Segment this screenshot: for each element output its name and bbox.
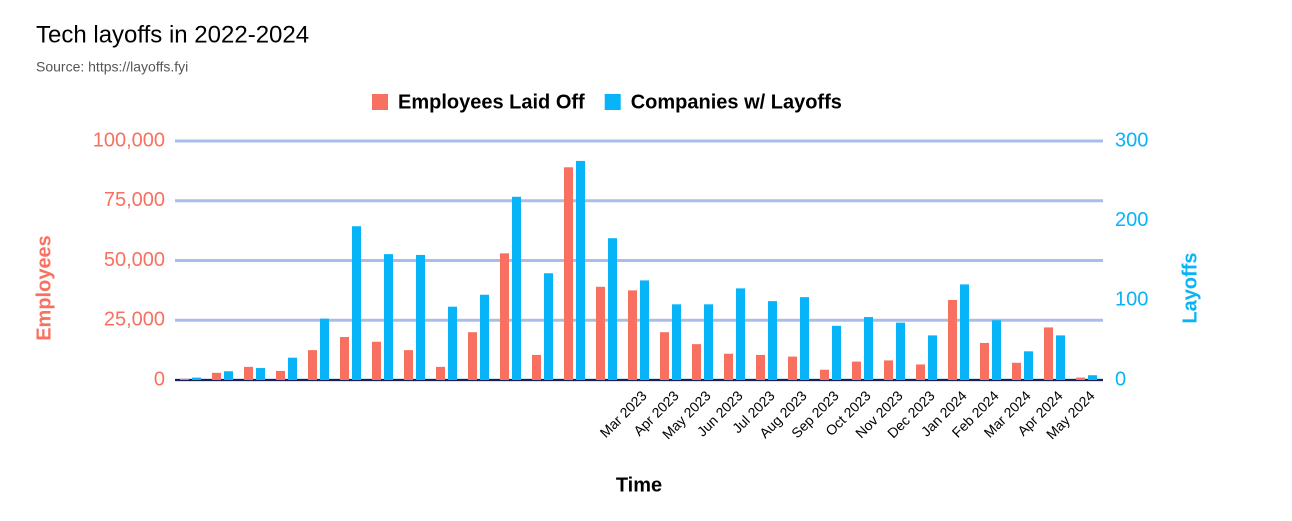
bar — [468, 332, 477, 380]
bar — [404, 350, 413, 380]
bar — [308, 350, 317, 380]
bar — [788, 356, 797, 380]
y-tick-label: 75,000 — [104, 189, 165, 211]
bar — [800, 297, 809, 380]
bar — [896, 322, 905, 380]
bar — [756, 354, 765, 380]
bar — [288, 357, 297, 380]
bar — [992, 320, 1001, 380]
y2-tick-label: 200 — [1115, 209, 1148, 231]
bar — [1024, 351, 1033, 380]
y-tick-label: 25,000 — [104, 309, 165, 331]
y-axis-label: Employees — [33, 235, 55, 341]
y2-tick-label: 0 — [1115, 368, 1126, 390]
bar — [276, 370, 285, 380]
y-tick-label: 50,000 — [104, 249, 165, 271]
y2-tick-label: 300 — [1115, 129, 1148, 151]
bar — [256, 368, 265, 380]
bar — [768, 301, 777, 380]
y-tick-label: 0 — [154, 368, 165, 390]
bar — [512, 196, 521, 380]
y-tick-label: 100,000 — [93, 129, 165, 151]
bar — [736, 288, 745, 380]
y2-tick-label: 100 — [1115, 289, 1148, 311]
legend-swatch — [604, 94, 621, 110]
bar — [628, 290, 637, 380]
bar — [224, 371, 233, 380]
bar — [320, 318, 329, 380]
bar — [596, 286, 605, 380]
bar — [1012, 362, 1021, 380]
legend-label: Companies w/ Layoffs — [631, 91, 842, 113]
bar — [660, 332, 669, 380]
bar — [384, 254, 393, 380]
bar — [608, 238, 617, 380]
bar — [640, 280, 649, 380]
bar — [1088, 375, 1097, 380]
bar — [820, 369, 829, 380]
bar — [852, 361, 861, 380]
bar — [500, 253, 509, 380]
legend-swatch — [372, 94, 388, 110]
bar — [416, 254, 425, 380]
bar — [832, 325, 841, 380]
bar — [692, 344, 701, 380]
bar — [916, 364, 925, 380]
chart-title: Tech layoffs in 2022-2024 — [36, 21, 309, 48]
bar — [244, 366, 253, 380]
bar — [180, 378, 189, 380]
bar — [864, 317, 873, 380]
bar — [372, 341, 381, 380]
bar — [1076, 377, 1085, 380]
bar — [564, 167, 573, 380]
bar — [576, 160, 585, 380]
y2-axis-label: Layoffs — [1179, 252, 1201, 323]
x-axis-label: Time — [616, 474, 662, 496]
bar — [192, 377, 201, 380]
bar — [928, 335, 937, 380]
bar — [532, 354, 541, 380]
bar — [212, 372, 221, 380]
bar — [1056, 335, 1065, 380]
bar — [672, 304, 681, 380]
bar — [544, 273, 553, 380]
bar — [704, 304, 713, 380]
bar — [448, 306, 457, 380]
bar — [1044, 327, 1053, 380]
bar — [724, 353, 733, 380]
bar — [480, 294, 489, 380]
bar — [948, 299, 957, 380]
bar — [352, 226, 361, 380]
legend-label: Employees Laid Off — [398, 91, 585, 113]
chart-subtitle: Source: https://layoffs.fyi — [36, 59, 188, 75]
bar — [960, 284, 969, 380]
bar — [884, 360, 893, 380]
bar — [340, 336, 349, 380]
bar — [436, 366, 445, 380]
bar — [980, 342, 989, 380]
